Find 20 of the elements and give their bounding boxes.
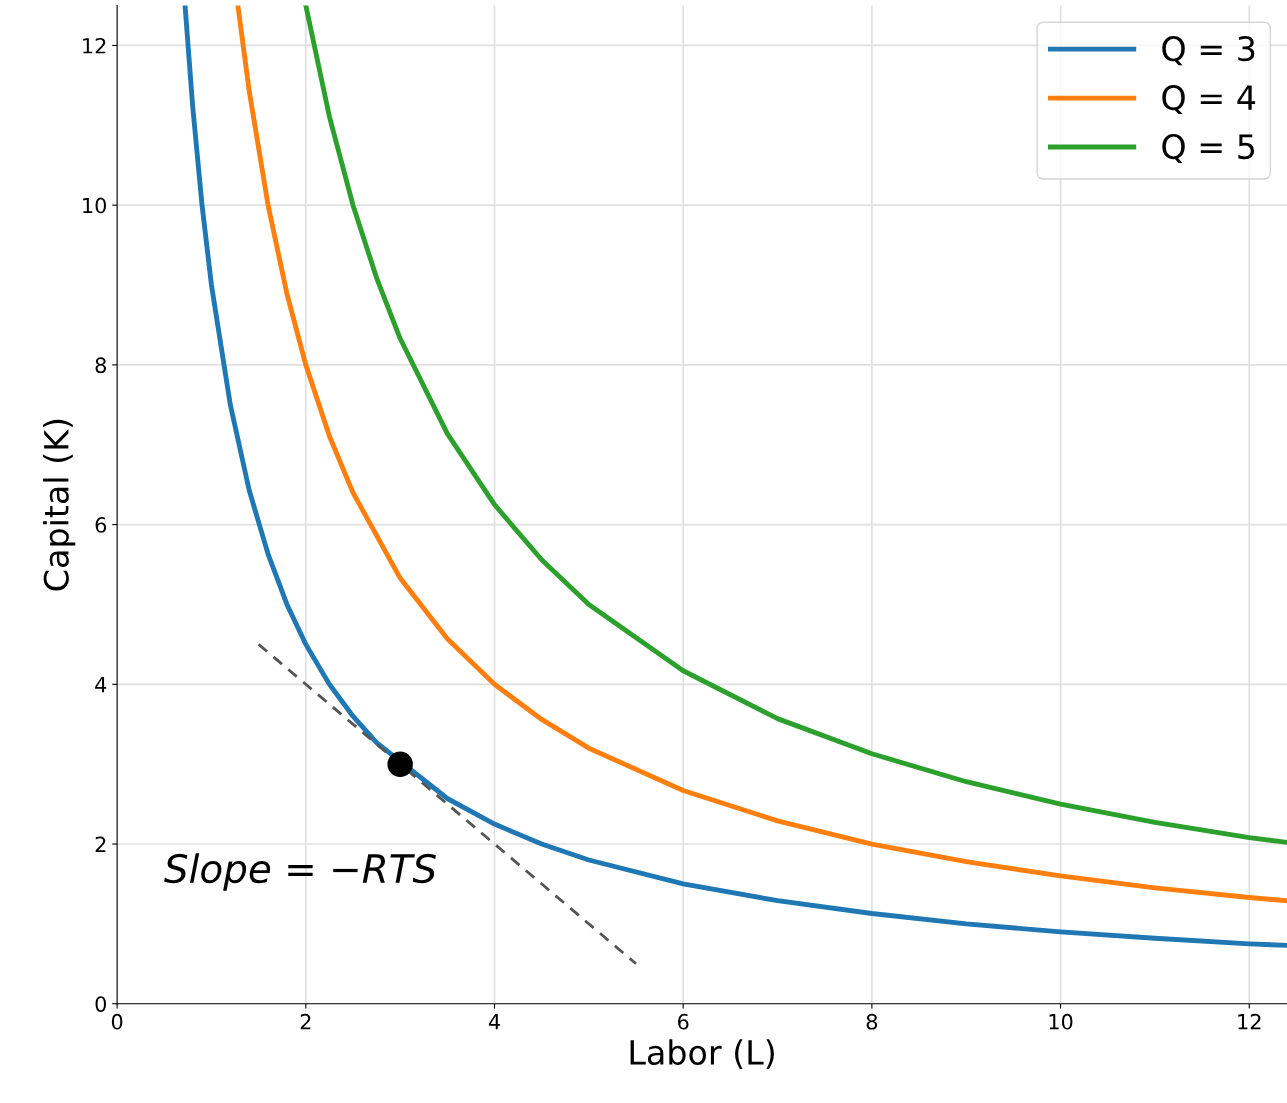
y-tick-label: 6 [95,517,107,533]
x-tick-label: 0 [111,1013,123,1030]
legend-label: Q = 4 [1162,85,1256,115]
x-tick-label: 2 [300,1013,311,1030]
x-tick-label: 8 [866,1013,878,1030]
legend-label: Q = 3 [1162,36,1255,66]
y-tick-label: 4 [95,677,107,693]
x-tick-label: 12 [1238,1013,1261,1030]
x-tick-label: 4 [488,1014,500,1030]
x-tick-label: 6 [678,1013,689,1030]
y-tick-label: 0 [95,996,107,1012]
y-tick-label: 12 [83,37,106,54]
x-tick-label: 10 [1049,1013,1073,1030]
y-tick-label: 8 [95,357,106,374]
y-tick-label: 2 [95,836,106,852]
x-axis-title: Labor (L) [630,1039,774,1069]
legend-label: Q = 5 [1162,133,1255,163]
y-tick-label: 10 [83,197,107,214]
annotation: Slope = −RTS [164,853,436,891]
y-axis-title: Capital (K) [43,419,76,591]
